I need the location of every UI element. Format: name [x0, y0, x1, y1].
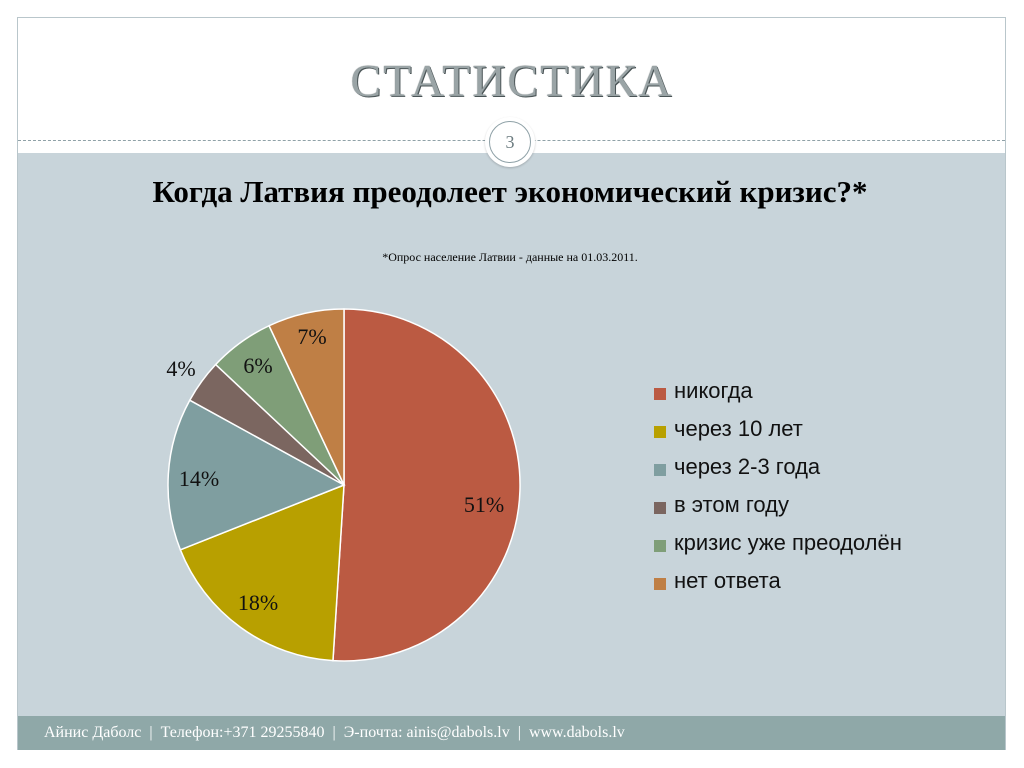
- footer-separator: |: [332, 724, 336, 741]
- pie-slice: [167, 399, 346, 551]
- chart-subtitle: *Опрос население Латвии - данные на 01.0…: [382, 250, 638, 264]
- slice-label: 14%: [179, 466, 219, 491]
- footer-website: www.dabols.lv: [528, 724, 625, 741]
- pie-slice: [179, 483, 345, 662]
- legend-label: нет ответа: [674, 568, 781, 593]
- legend-swatch: [654, 578, 666, 590]
- footer-phone: Телефон:+371 29255840: [160, 724, 325, 741]
- slice-label: 4%: [166, 356, 195, 381]
- footer-email: Э-почта: ainis@dabols.lv: [343, 724, 510, 741]
- legend-swatch: [654, 502, 666, 514]
- chart-title: Когда Латвия преодолеет экономический кр…: [152, 174, 868, 209]
- slide-title: СТАТИСТИКА: [350, 55, 674, 106]
- legend-swatch: [654, 388, 666, 400]
- footer-contact: Айнис Даболс | Телефон:+371 29255840 | Э-поч…: [44, 724, 625, 742]
- pie-slice: [332, 308, 521, 662]
- legend-swatch: [654, 540, 666, 552]
- slide-number: 3: [489, 121, 531, 163]
- legend-label: кризис уже преодолён: [674, 530, 902, 555]
- footer-separator: |: [517, 724, 521, 741]
- legend-swatch: [654, 426, 666, 438]
- slide-footer: Айнис Даболс | Телефон:+371 29255840 | Э-поч…: [18, 716, 1005, 750]
- legend-label: никогда: [674, 378, 753, 403]
- slice-label: 6%: [243, 353, 272, 378]
- slice-label: 51%: [464, 492, 504, 517]
- slide-number-badge: 3: [485, 117, 535, 167]
- legend-label: через 2-3 года: [674, 454, 821, 479]
- pie-slice: [268, 308, 345, 486]
- footer-name: Айнис Даболс: [44, 724, 142, 741]
- slice-label: 18%: [238, 590, 278, 615]
- legend-label: через 10 лет: [674, 416, 803, 441]
- footer-separator: |: [149, 724, 153, 741]
- legend-label: в этом году: [674, 492, 789, 517]
- legend-swatch: [654, 464, 666, 476]
- slice-label: 7%: [297, 324, 326, 349]
